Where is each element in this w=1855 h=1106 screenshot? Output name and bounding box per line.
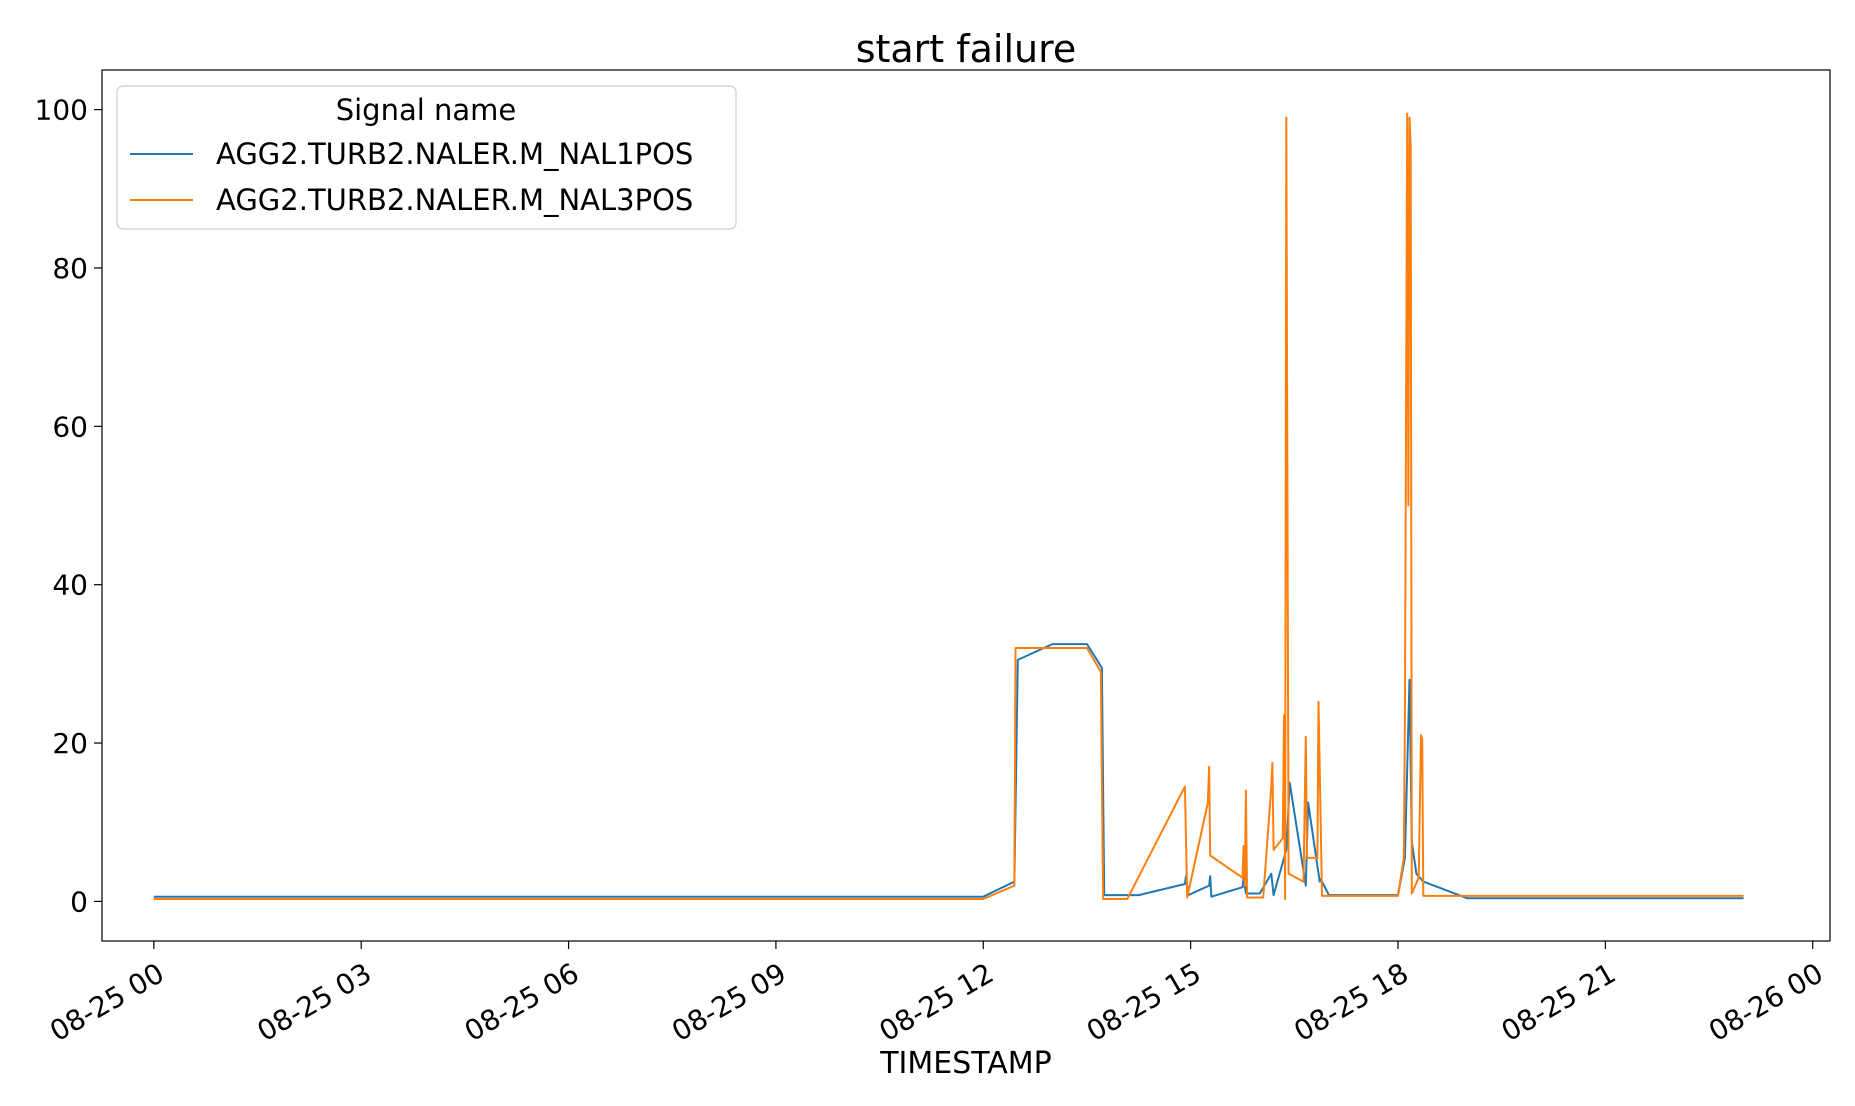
y-tick-label: 40 [52, 569, 88, 602]
chart-title: start failure [856, 27, 1077, 71]
series-line-1 [153, 643, 1744, 900]
plot-area [153, 112, 1744, 900]
y-axis: 0 20 40 60 80 100 [35, 94, 102, 918]
y-tick-label: 20 [52, 727, 88, 760]
y-tick-label: 0 [70, 885, 88, 918]
y-tick-label: 100 [35, 94, 88, 127]
legend-label-1: AGG2.TURB2.NALER.M_NAL1POS [216, 137, 693, 171]
x-axis-label: TIMESTAMP [879, 1046, 1052, 1081]
plot-frame [101, 69, 1831, 942]
legend-title: Signal name [336, 93, 517, 127]
legend-box [116, 85, 737, 230]
y-tick-label: 80 [52, 252, 88, 285]
legend-label-2: AGG2.TURB2.NALER.M_NAL3POS [216, 183, 693, 217]
series-line-2 [153, 112, 1744, 900]
y-tick-label: 60 [52, 410, 88, 443]
legend: Signal name AGG2.TURB2.NALER.M_NAL1POSAG… [116, 85, 737, 230]
legend-entries: AGG2.TURB2.NALER.M_NAL1POS AGG2.TURB2.NAL… [130, 137, 693, 217]
